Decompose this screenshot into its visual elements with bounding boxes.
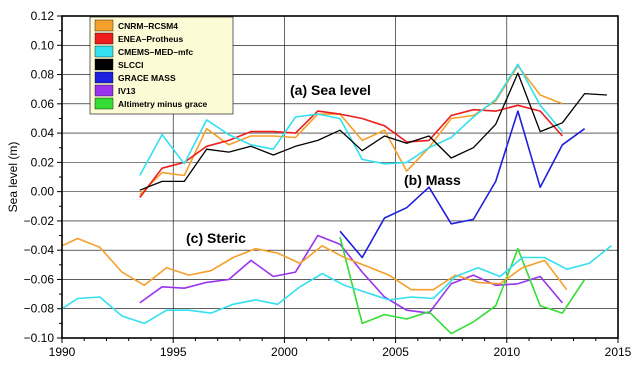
y-tick-label: 0.04 bbox=[31, 126, 55, 140]
series-lines bbox=[61, 63, 612, 335]
grid-lines bbox=[62, 16, 618, 338]
axis-ticks bbox=[57, 15, 619, 343]
y-tick-label: −0.06 bbox=[24, 272, 55, 286]
legend-swatch-6 bbox=[94, 97, 114, 110]
y-tick-label: −0.04 bbox=[24, 243, 55, 257]
legend: CNRM–RCSM4 ENEA–Protheus CMEMS–MED–mfc SLCC… bbox=[89, 16, 234, 115]
y-tick-label: 0.02 bbox=[31, 155, 55, 169]
series-line-2 bbox=[139, 63, 564, 176]
legend-swatch-2 bbox=[94, 45, 114, 58]
y-tick-label: 0.12 bbox=[31, 9, 55, 23]
y-tick-label: 0.00 bbox=[31, 185, 55, 199]
tick-labels: 1990 1995 2000 2005 2010 2015 −0.10 −0.08 −0.06 −… bbox=[24, 9, 632, 359]
legend-label-2: CMEMS–MED–mfc bbox=[118, 47, 193, 57]
x-tick-label: 1995 bbox=[160, 345, 187, 359]
series-line-8 bbox=[61, 245, 612, 325]
series-line-1 bbox=[139, 104, 563, 198]
legend-swatch-3 bbox=[94, 58, 114, 71]
legend-label-5: IV13 bbox=[118, 86, 136, 96]
annotation-sea-level: (a) Sea level bbox=[290, 82, 371, 98]
legend-box bbox=[89, 16, 234, 115]
legend-label-1: ENEA–Protheus bbox=[118, 34, 183, 44]
legend-label-3: SLCCI bbox=[118, 60, 144, 70]
legend-swatch-1 bbox=[94, 32, 114, 45]
y-tick-label: −0.10 bbox=[24, 331, 55, 345]
series-line-4 bbox=[339, 110, 586, 259]
series-line-6 bbox=[339, 236, 586, 335]
legend-swatch-5 bbox=[94, 84, 114, 97]
y-tick-label: −0.08 bbox=[24, 302, 55, 316]
legend-label-0: CNRM–RCSM4 bbox=[118, 21, 178, 31]
x-tick-label: 2005 bbox=[382, 345, 409, 359]
x-tick-label: 1990 bbox=[49, 345, 76, 359]
x-tick-label: 2015 bbox=[605, 345, 632, 359]
x-tick-label: 2010 bbox=[493, 345, 520, 359]
y-tick-label: 0.10 bbox=[31, 38, 55, 52]
y-tick-label: 0.08 bbox=[31, 68, 55, 82]
x-tick-label: 2000 bbox=[271, 345, 298, 359]
legend-swatch-0 bbox=[94, 19, 114, 32]
y-tick-label: −0.02 bbox=[24, 214, 55, 228]
legend-swatch-4 bbox=[94, 71, 114, 84]
y-axis-label: Sea level (m) bbox=[6, 142, 20, 213]
annotation-mass: (b) Mass bbox=[404, 172, 461, 188]
legend-label-4: GRACE MASS bbox=[118, 73, 176, 83]
series-line-3 bbox=[139, 72, 607, 191]
series-line-7 bbox=[61, 237, 568, 291]
annotation-steric: (c) Steric bbox=[186, 230, 246, 246]
y-tick-label: 0.06 bbox=[31, 97, 55, 111]
legend-label-6: Altimetry minus grace bbox=[118, 99, 208, 109]
